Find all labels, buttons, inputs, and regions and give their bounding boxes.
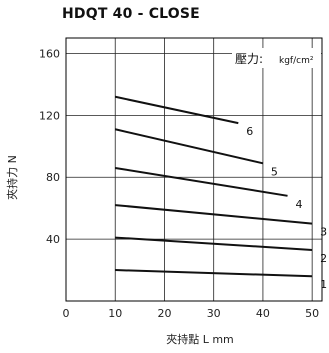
x-axis-label: 夾持點 L mm [166, 332, 234, 346]
x-tick-label: 40 [256, 307, 270, 320]
series-label-1: 1 [320, 278, 327, 291]
series-label-6: 6 [246, 125, 253, 138]
x-tick-label: 10 [108, 307, 122, 320]
x-tick-label: 20 [157, 307, 171, 320]
series-lines: 1 2 3 4 5 6 [115, 95, 327, 291]
legend-background [232, 48, 321, 68]
legend: 壓力: kgf/cm² [232, 48, 321, 68]
series-label-2: 2 [320, 252, 327, 265]
plot-frame [65, 37, 323, 302]
tick-labels: 0 10 20 30 40 50 40 80 120 160 [39, 47, 319, 320]
chart-title: HDQT 40 - CLOSE [62, 6, 200, 22]
x-tick-label: 30 [207, 307, 221, 320]
series-line-1 [115, 269, 313, 278]
legend-title: 壓力: [235, 52, 263, 66]
series-line-2 [115, 236, 313, 251]
legend-unit: kgf/cm² [279, 56, 314, 66]
series-line-5 [115, 128, 264, 165]
y-tick-label: 40 [46, 233, 60, 246]
x-tick-label: 0 [63, 307, 70, 320]
series-line-4 [115, 166, 288, 197]
y-tick-label: 160 [39, 47, 60, 60]
x-tick-label: 50 [305, 307, 319, 320]
y-tick-label: 120 [39, 109, 60, 122]
series-label-3: 3 [320, 226, 327, 239]
y-axis-label: 夾持力 N [5, 155, 19, 200]
series-label-5: 5 [271, 165, 278, 178]
grid [66, 38, 322, 301]
y-tick-label: 80 [46, 171, 60, 184]
series-line-3 [115, 204, 313, 225]
series-label-4: 4 [296, 198, 303, 211]
series-line-6 [115, 95, 239, 125]
